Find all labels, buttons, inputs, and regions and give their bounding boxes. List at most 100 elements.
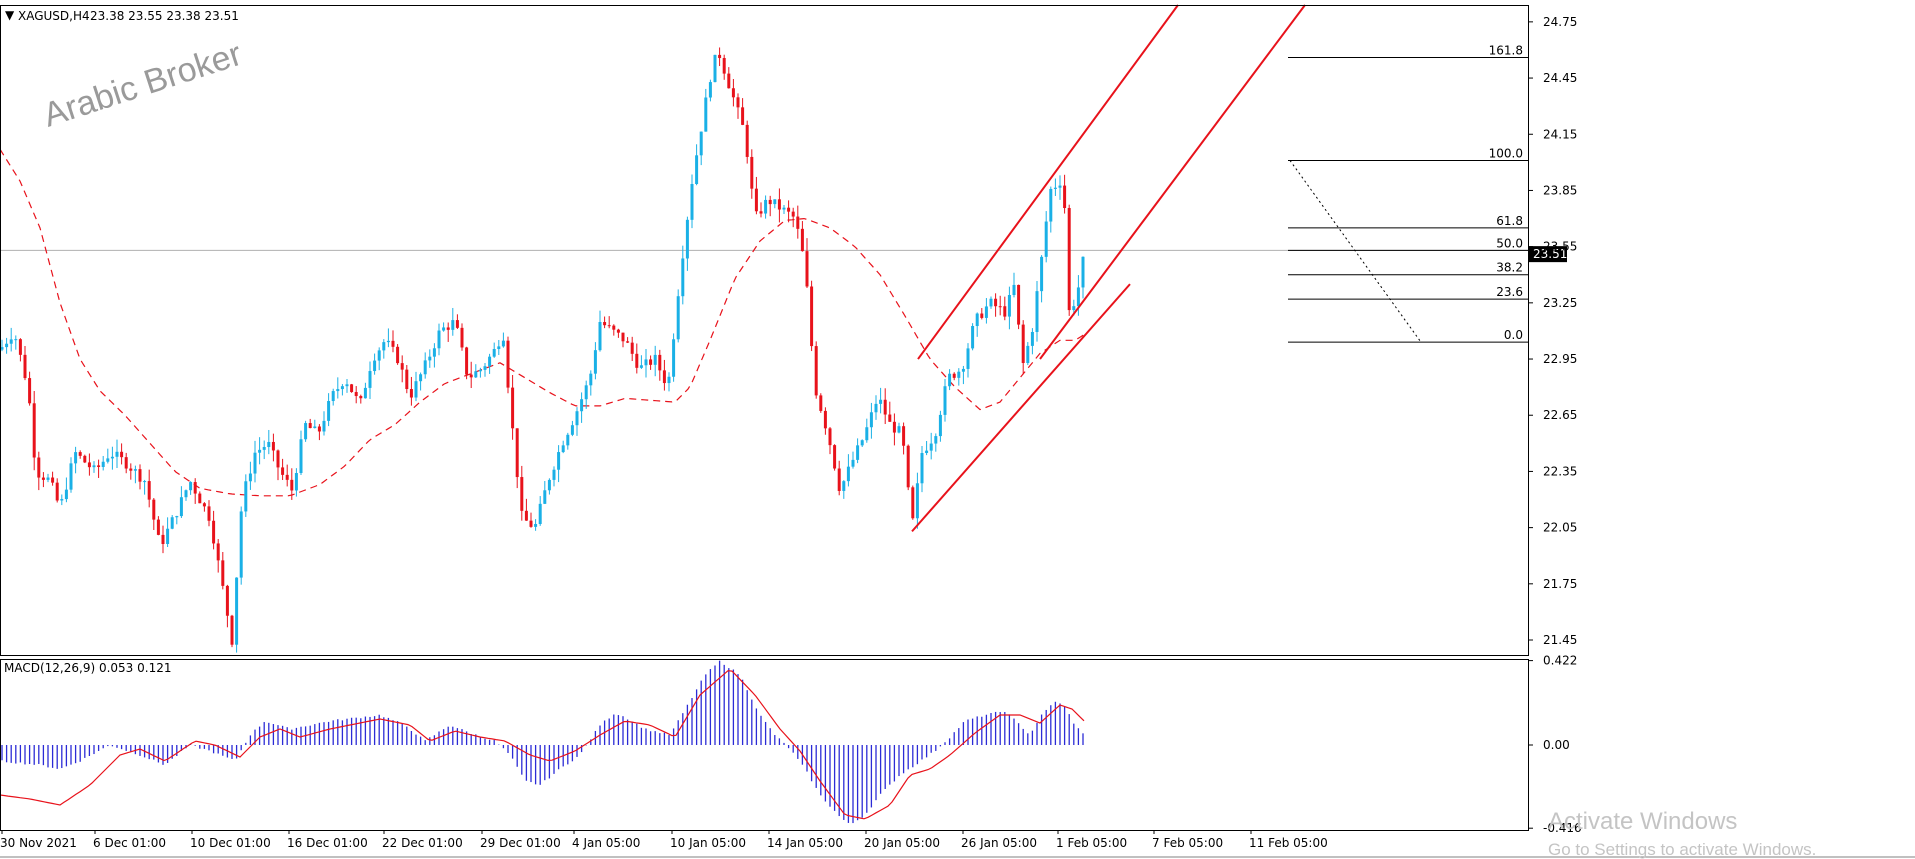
candle (1017, 284, 1021, 330)
last-price-label: 23.51 (1533, 247, 1567, 261)
candle-body (515, 428, 519, 478)
fib-level-label: 38.2 (1496, 261, 1523, 275)
candle-body (1003, 306, 1007, 317)
candle (120, 443, 124, 465)
candle (635, 343, 639, 374)
candle-body (207, 506, 211, 521)
candle (879, 387, 883, 414)
candle-body (630, 342, 634, 354)
candle (957, 368, 961, 386)
candle-body (32, 403, 36, 458)
candle-body (290, 479, 294, 491)
candle (998, 295, 1002, 316)
candle (662, 359, 666, 391)
candle-body (828, 428, 832, 446)
fib-trendline (1289, 160, 1422, 343)
candle-body (405, 369, 409, 390)
channel-upper-line (917, 4, 1179, 360)
candle-body (1040, 256, 1044, 292)
candle (667, 372, 671, 392)
candle (1067, 204, 1071, 316)
candle (152, 498, 156, 531)
candle (460, 323, 464, 351)
symbol-dropdown-icon[interactable]: ▼ (5, 8, 15, 22)
candle (69, 457, 73, 493)
candle-body (133, 469, 137, 471)
candle-body (299, 439, 303, 474)
candle (133, 465, 137, 484)
candle-body (561, 445, 565, 453)
candle-body (1030, 331, 1034, 346)
x-tick-label: 20 Jan 05:00 (864, 836, 940, 850)
fib-level-label: 61.8 (1496, 214, 1523, 228)
candle (570, 420, 574, 437)
candle (294, 468, 298, 497)
candle (239, 506, 243, 585)
candle-body (442, 327, 446, 331)
candle (340, 384, 344, 396)
candle (1035, 281, 1039, 342)
candle-body (994, 298, 998, 307)
candle-body (805, 251, 809, 287)
candle-body (235, 577, 239, 645)
candle-body (92, 465, 96, 468)
candle (888, 401, 892, 422)
candle (1007, 286, 1011, 330)
candle (455, 314, 459, 329)
candle-body (1017, 284, 1021, 325)
x-tick-label: 30 Nov 2021 (0, 836, 77, 850)
candle (658, 349, 662, 381)
candle (336, 377, 340, 399)
candle (925, 441, 929, 456)
candle-body (340, 386, 344, 390)
candle (1030, 328, 1034, 355)
chart-overlays: 161.8 100.0 61.8 50.0 38.2 23.6 0.0 23.51 (911, 4, 1567, 533)
candle-body (621, 332, 625, 342)
candle-body (322, 420, 326, 432)
candle-body (975, 313, 979, 327)
candle-body (1072, 306, 1076, 311)
candle-body (681, 258, 685, 297)
fib-level-label: 50.0 (1496, 236, 1523, 250)
candle-body (695, 155, 699, 185)
candle (612, 324, 616, 336)
fib-level-label: 23.6 (1496, 285, 1523, 299)
candle-body (276, 450, 280, 468)
candle-body (1007, 295, 1011, 317)
candle (915, 472, 919, 529)
candle-body (883, 399, 887, 415)
candle-body (409, 389, 413, 398)
candle-body (225, 585, 229, 616)
candle-body (368, 371, 372, 388)
candle-body (865, 427, 869, 441)
candle (409, 376, 413, 406)
candle (626, 337, 630, 344)
macd-tick-label: 0.422 (1543, 654, 1577, 668)
candle (322, 411, 326, 436)
candle-body (5, 343, 9, 348)
candle-body (51, 477, 55, 483)
candle-body (598, 322, 602, 351)
candle-body (78, 452, 82, 456)
candle (147, 469, 151, 508)
candle-body (271, 441, 275, 451)
macd-panel (0, 660, 1085, 824)
candle-body (1053, 187, 1057, 189)
candle (699, 131, 703, 166)
candle-body (869, 412, 873, 428)
candle-body (469, 374, 473, 378)
x-tick-label: 16 Dec 01:00 (287, 836, 368, 850)
candle (248, 461, 252, 490)
candle (791, 207, 795, 228)
candle (5, 337, 9, 354)
candle-body (971, 326, 975, 349)
x-tick-label: 4 Jan 05:00 (572, 836, 640, 850)
candle (276, 449, 280, 481)
candle-body (285, 474, 289, 480)
candle (920, 445, 924, 493)
candle (948, 369, 952, 391)
candle-body (175, 516, 179, 518)
candle-body (41, 477, 45, 480)
candle-body (635, 353, 639, 368)
